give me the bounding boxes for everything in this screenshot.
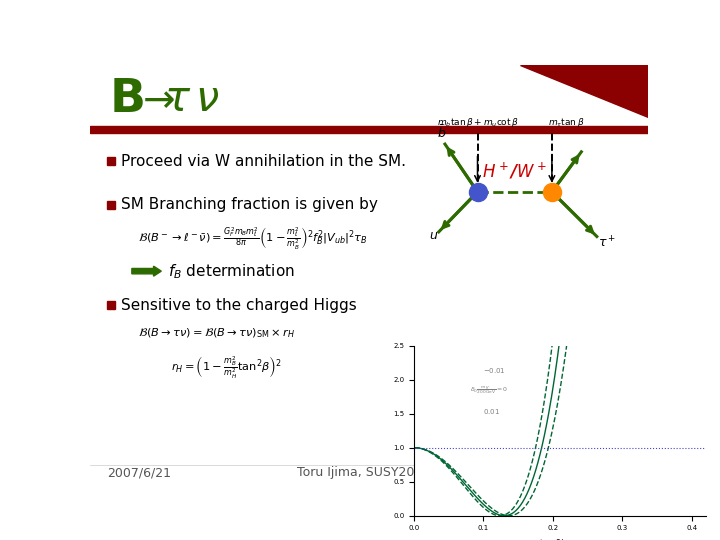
Text: $-0.01$: $-0.01$ [483, 366, 506, 375]
Bar [90, 126, 648, 132]
Text: $\tau^+$: $\tau^+$ [598, 235, 616, 250]
Bar [107, 201, 114, 209]
Text: $0.01$: $0.01$ [483, 407, 500, 416]
Text: $u$: $u$ [429, 229, 438, 242]
Text: $\bf{B}$: $\bf{B}$ [109, 77, 144, 122]
Text: 20: 20 [608, 464, 631, 482]
Text: Sensitive to the charged Higgs: Sensitive to the charged Higgs [121, 298, 356, 313]
Text: $m_\tau\tan\beta$: $m_\tau\tan\beta$ [548, 116, 584, 129]
Bar [90, 65, 648, 130]
Text: $\delta_0\frac{m_{H^+}}{200{\rm GeV}}=0$: $\delta_0\frac{m_{H^+}}{200{\rm GeV}}=0$ [469, 386, 508, 397]
Text: $\rightarrow$: $\rightarrow$ [135, 80, 175, 118]
Text: SM Branching fraction is given by: SM Branching fraction is given by [121, 198, 378, 212]
Bar [107, 301, 114, 309]
Text: $\mathcal{B}(B \to \tau\nu) = \mathcal{B}(B \to \tau\nu)_{\rm SM} \times r_H$: $\mathcal{B}(B \to \tau\nu) = \mathcal{B… [138, 326, 295, 340]
FancyArrow shape [132, 266, 161, 276]
Text: $f_B$ determination: $f_B$ determination [168, 262, 294, 280]
X-axis label: $\tan\beta/m_{H^+}$: $\tan\beta/m_{H^+}$ [539, 537, 581, 540]
Bar [107, 157, 114, 165]
Polygon shape [520, 65, 648, 117]
Text: $\bar{b}$: $\bar{b}$ [437, 125, 446, 141]
Text: 2007/6/21: 2007/6/21 [107, 467, 171, 480]
Text: Proceed via W annihilation in the SM.: Proceed via W annihilation in the SM. [121, 153, 406, 168]
Text: $\tau\,\nu$: $\tau\,\nu$ [163, 78, 220, 120]
Text: $\mathcal{B}(B^- \to \ell^-\bar{\nu}) = \frac{G_F^2 m_B m_\ell^2}{8\pi}\left(1 -: $\mathcal{B}(B^- \to \ell^-\bar{\nu}) = … [138, 225, 368, 251]
Text: $m_b\tan\beta + m_u\cot\beta$: $m_b\tan\beta + m_u\cot\beta$ [436, 116, 518, 129]
Text: $r_H = \left(1 - \frac{m_B^2}{m_H^2}\tan^2\!\beta\right)^2$: $r_H = \left(1 - \frac{m_B^2}{m_H^2}\tan… [171, 354, 282, 380]
Text: Toru Ijima, SUSY2010's: Toru Ijima, SUSY2010's [297, 467, 441, 480]
Text: $H^+$/$W^+$: $H^+$/$W^+$ [482, 161, 547, 181]
